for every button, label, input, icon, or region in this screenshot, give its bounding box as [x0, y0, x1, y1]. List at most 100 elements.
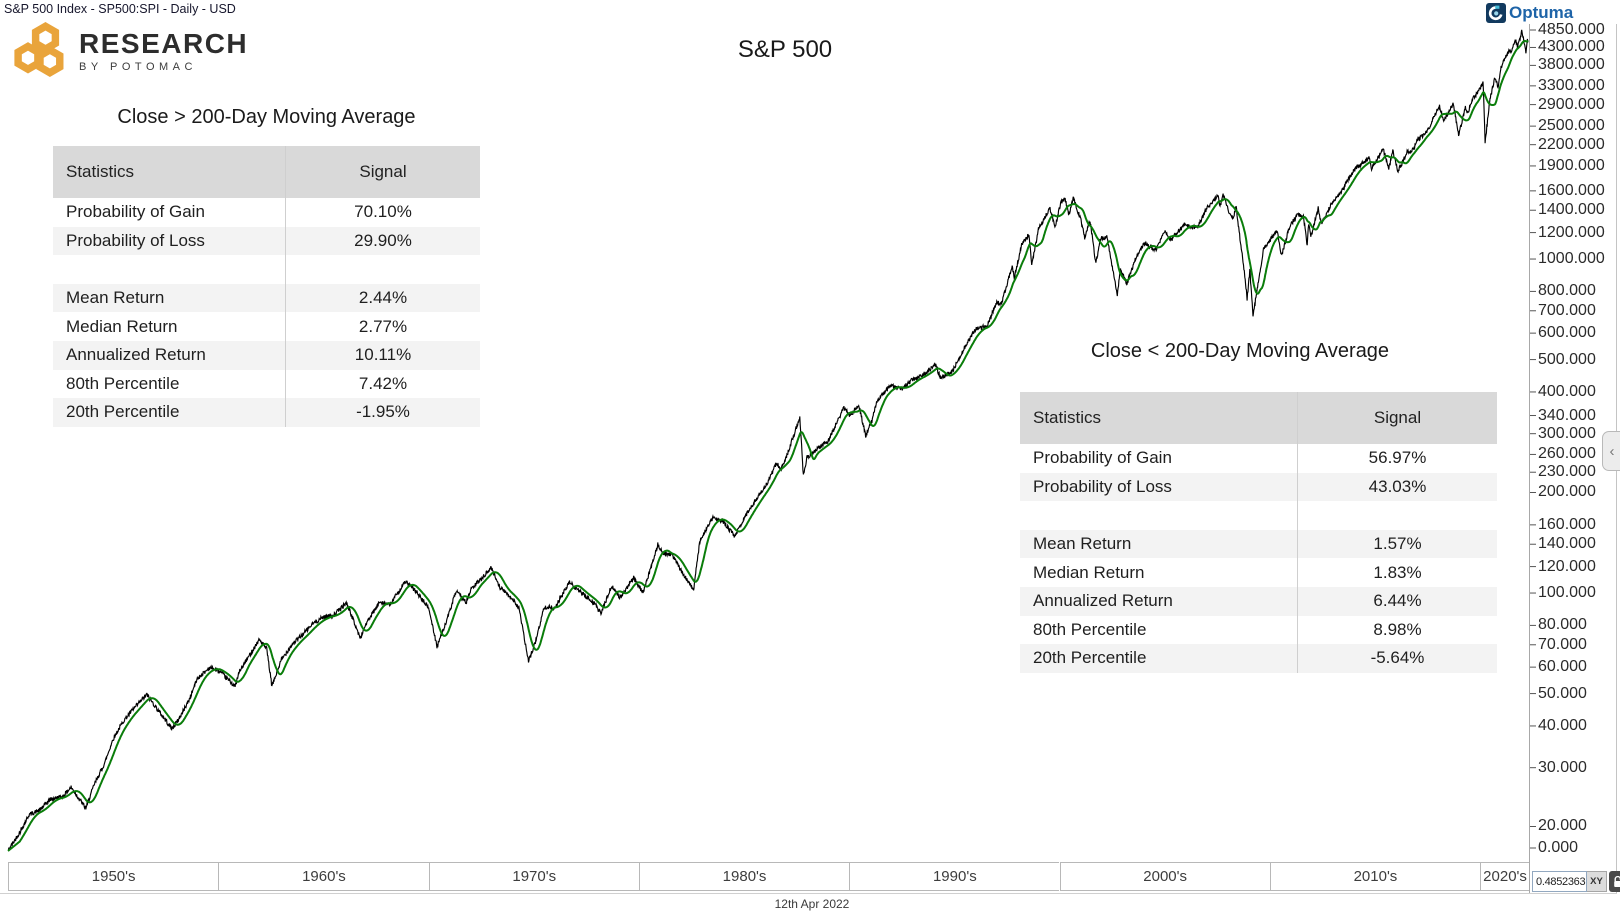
- y-axis-label: 500.000: [1538, 350, 1596, 368]
- research-logo-text: RESEARCH: [79, 28, 249, 59]
- stat-value: -5.64%: [1297, 644, 1497, 673]
- chart-title: S&P 500: [737, 36, 833, 63]
- y-axis-label: 140.000: [1538, 535, 1596, 553]
- stat-label: Annualized Return: [1033, 591, 1173, 611]
- y-axis-label: 30.000: [1538, 758, 1587, 776]
- xy-scale-button[interactable]: XY: [1587, 871, 1607, 892]
- y-axis-label: 100.000: [1538, 584, 1596, 602]
- unlock-icon: [1613, 875, 1620, 887]
- table-title-above-ma: Close > 200-Day Moving Average: [117, 106, 416, 128]
- by-potomac-text: BY POTOMAC: [79, 61, 197, 73]
- stats-table-below-ma[interactable]: Statistics Signal Probability of Gain 56.97…: [1020, 392, 1497, 673]
- y-axis-label: 3300.000: [1538, 76, 1605, 94]
- table-row: 80th Percentile 7.42%: [53, 369, 480, 399]
- y-axis-label: 60.000: [1538, 658, 1587, 676]
- y-axis-label: 300.000: [1538, 424, 1596, 442]
- y-axis-line: [1529, 24, 1530, 893]
- stat-label: 20th Percentile: [66, 402, 180, 422]
- price-line: [7, 29, 1529, 852]
- stat-label: 20th Percentile: [1033, 648, 1147, 668]
- stat-label: 80th Percentile: [1033, 619, 1147, 639]
- y-axis-label: 340.000: [1538, 406, 1596, 424]
- column-header-statistics: Statistics: [66, 162, 135, 181]
- x-axis-decade-cell[interactable]: 2020's: [1480, 862, 1529, 891]
- research-by-potomac-logo: RESEARCH BY POTOMAC: [14, 22, 248, 80]
- table-row: Probability of Loss 29.90%: [53, 226, 480, 256]
- optuma-logo: Optuma: [1486, 3, 1573, 23]
- stat-value: 29.90%: [285, 226, 480, 256]
- stat-value: 6.44%: [1297, 586, 1497, 616]
- table-row: Annualized Return 10.11%: [53, 340, 480, 370]
- stat-value: 43.03%: [1297, 472, 1497, 502]
- stat-value: 1.83%: [1297, 558, 1497, 587]
- y-axis-label: 1200.000: [1538, 223, 1605, 241]
- y-axis-label: 2200.000: [1538, 135, 1605, 153]
- x-axis-decade-cell[interactable]: 1980's: [638, 862, 850, 891]
- x-axis-decade-cell[interactable]: 2000's: [1059, 862, 1270, 891]
- column-header-signal: Signal: [285, 146, 480, 198]
- y-axis-label: 80.000: [1538, 616, 1587, 634]
- table-row: [53, 255, 480, 284]
- axis-status-box: 0.4852363 XY: [1532, 871, 1620, 892]
- table-row: [1020, 501, 1497, 530]
- y-axis-label: 160.000: [1538, 515, 1596, 533]
- stat-label: Median Return: [1033, 562, 1145, 582]
- y-axis-label: 200.000: [1538, 483, 1596, 501]
- y-axis-label: 600.000: [1538, 324, 1596, 342]
- x-axis-decade-cell[interactable]: 2010's: [1269, 862, 1481, 891]
- stat-label: Probability of Gain: [1033, 448, 1172, 468]
- table-title-below-ma: Close < 200-Day Moving Average: [1090, 340, 1390, 362]
- axis-collapse-handle[interactable]: ‹: [1602, 431, 1620, 471]
- y-axis-label: 700.000: [1538, 301, 1596, 319]
- optuma-wordmark: Optuma: [1509, 3, 1574, 22]
- table-row: Probability of Gain 70.10%: [53, 198, 480, 227]
- y-axis-label: 1000.000: [1538, 250, 1605, 268]
- moving-average-line: [7, 39, 1529, 852]
- table-header-row: Statistics Signal: [53, 146, 480, 198]
- stat-value: [1297, 501, 1497, 530]
- y-axis-label: 3800.000: [1538, 56, 1605, 74]
- y-axis-label: 2500.000: [1538, 117, 1605, 135]
- stat-label: [1020, 501, 1297, 530]
- stats-table-above-ma[interactable]: Statistics Signal Probability of Gain 70.10…: [53, 146, 480, 427]
- stat-value: 70.10%: [285, 198, 480, 227]
- x-axis-decade-cell[interactable]: 1950's: [8, 862, 219, 891]
- y-axis-label: 70.000: [1538, 635, 1587, 653]
- stat-value: 10.11%: [285, 340, 480, 370]
- column-header-statistics: Statistics: [1033, 408, 1102, 427]
- stat-value: 2.77%: [285, 312, 480, 341]
- x-axis-decade-cell[interactable]: 1960's: [218, 862, 429, 891]
- y-axis-label: 50.000: [1538, 684, 1587, 702]
- footer-divider: [0, 893, 1617, 894]
- y-axis-label: 40.000: [1538, 716, 1587, 734]
- stat-label: Annualized Return: [66, 345, 206, 365]
- stat-label: Mean Return: [66, 288, 165, 308]
- y-axis-label: 260.000: [1538, 445, 1596, 463]
- potomac-hexknot-icon: [14, 22, 64, 77]
- optuma-icon: [1486, 3, 1506, 23]
- y-value-readout[interactable]: 0.4852363: [1532, 871, 1587, 892]
- stat-value: 8.98%: [1297, 615, 1497, 645]
- stat-label: Probability of Loss: [66, 230, 205, 250]
- stat-label: Probability of Loss: [1033, 476, 1172, 496]
- table-row: 80th Percentile 8.98%: [1020, 615, 1497, 645]
- y-axis-label: 4850.000: [1538, 21, 1605, 38]
- table-row: Probability of Loss 43.03%: [1020, 472, 1497, 502]
- axis-lock-button[interactable]: [1609, 871, 1620, 892]
- table-row: 20th Percentile -1.95%: [53, 398, 480, 427]
- stat-value: 7.42%: [285, 369, 480, 399]
- stat-value: 1.57%: [1297, 529, 1497, 559]
- x-axis-decade-cell[interactable]: 1970's: [428, 862, 639, 891]
- table-row: Annualized Return 6.44%: [1020, 586, 1497, 616]
- table-row: Mean Return 1.57%: [1020, 529, 1497, 559]
- y-axis-label: 1600.000: [1538, 181, 1605, 199]
- y-axis-label: 2900.000: [1538, 95, 1605, 113]
- table-row: Mean Return 2.44%: [53, 283, 480, 313]
- chevron-left-icon: ‹: [1609, 442, 1615, 460]
- stat-label: Probability of Gain: [66, 202, 205, 222]
- y-axis-label: 4300.000: [1538, 38, 1605, 56]
- y-axis-label: 120.000: [1538, 557, 1596, 575]
- x-axis-decade-cell[interactable]: 1990's: [849, 862, 1060, 891]
- stat-label: Median Return: [66, 316, 178, 336]
